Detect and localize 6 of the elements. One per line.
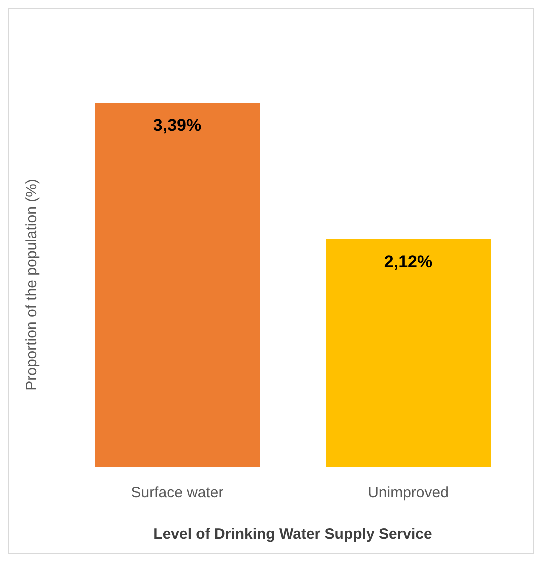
- x-tick-label: Surface water: [131, 484, 224, 502]
- data-label: 2,12%: [384, 252, 433, 272]
- data-label: 3,39%: [153, 116, 202, 136]
- y-axis-title: Proportion of the population (%): [23, 179, 40, 391]
- x-tick-label: Unimproved: [368, 484, 449, 502]
- x-axis-title: Level of Drinking Water Supply Service: [154, 526, 432, 543]
